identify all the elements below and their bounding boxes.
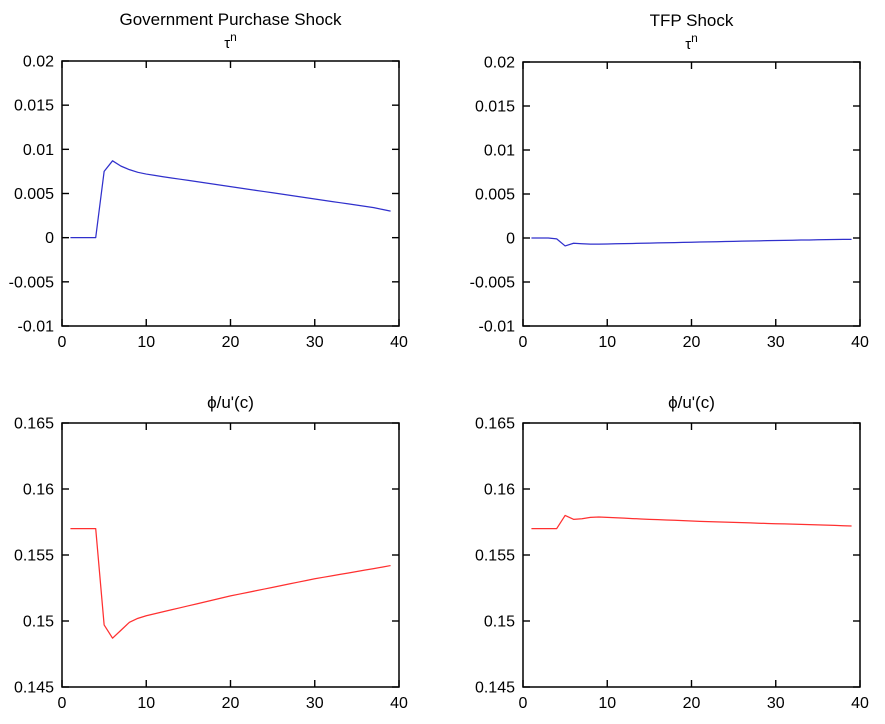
x-tick-label: 10 bbox=[598, 695, 616, 712]
subplot-tfp-shock-phi: 0 10 20 30 40 0.165 0.16 0.155 0.15 0.145 ϕ/u'(c) bbox=[475, 393, 869, 712]
chart-svg: 0 10 20 30 40 0.02 0.015 0.01 0.005 0 -0.005 -0.01 G… bbox=[9, 10, 408, 351]
y-tick-label: 0.16 bbox=[23, 482, 54, 499]
chart-svg: 0 10 20 30 40 0.02 0.015 0.01 0.005 0 -0.005 -0.01 T… bbox=[470, 11, 869, 351]
y-tick-label: 0.015 bbox=[475, 99, 515, 116]
y-tick-label: 0 bbox=[506, 231, 515, 248]
x-tick-label: 10 bbox=[598, 334, 616, 351]
x-tick-label: 40 bbox=[390, 334, 408, 351]
axis-box bbox=[61, 422, 400, 688]
line-series bbox=[531, 514, 852, 530]
y-tick-label: -0.005 bbox=[9, 274, 54, 291]
axis-box bbox=[522, 61, 861, 327]
y-tick-label: 0.155 bbox=[475, 548, 515, 565]
axis-box bbox=[522, 422, 861, 688]
y-tick-label: 0.16 bbox=[484, 482, 515, 499]
y-tick-label: 0.01 bbox=[23, 142, 54, 159]
y-tick-label: 0.02 bbox=[23, 54, 54, 71]
chart-title: ϕ/u'(c) bbox=[207, 393, 254, 412]
x-tick-label: 0 bbox=[58, 334, 67, 351]
chart-title: TFP Shock bbox=[650, 11, 734, 30]
y-tick-label: 0.145 bbox=[14, 680, 54, 697]
chart-svg: 0 10 20 30 40 0.165 0.16 0.155 0.15 0.145 ϕ/u'(c) bbox=[14, 393, 408, 712]
axis-box bbox=[61, 60, 400, 327]
y-tick-label: 0.005 bbox=[475, 187, 515, 204]
y-tick-label: 0.165 bbox=[14, 416, 54, 433]
x-tick-label: 0 bbox=[58, 695, 67, 712]
x-tick-label: 40 bbox=[851, 695, 869, 712]
x-tick-label: 30 bbox=[306, 334, 324, 351]
y-tick-label: -0.005 bbox=[470, 275, 515, 292]
y-tick-label: 0.165 bbox=[475, 416, 515, 433]
y-tick-label: 0.02 bbox=[484, 55, 515, 72]
chart-subtitle: τn bbox=[685, 31, 698, 53]
y-tick-label: 0.005 bbox=[14, 186, 54, 203]
x-tick-label: 20 bbox=[683, 695, 701, 712]
line-series bbox=[70, 527, 391, 639]
y-tick-label: 0.015 bbox=[14, 98, 54, 115]
x-tick-label: 30 bbox=[767, 695, 785, 712]
subplot-government-purchase-shock-tau: 0 10 20 30 40 0.02 0.015 0.01 0.005 0 -0.005 -0.01 G… bbox=[9, 10, 408, 351]
x-tick-label: 20 bbox=[222, 334, 240, 351]
x-tick-label: 30 bbox=[306, 695, 324, 712]
x-tick-label: 40 bbox=[390, 695, 408, 712]
x-tick-label: 0 bbox=[519, 334, 528, 351]
line-series bbox=[531, 237, 852, 247]
line-series bbox=[70, 160, 391, 239]
y-tick-label: 0.15 bbox=[484, 614, 515, 631]
y-tick-label: -0.01 bbox=[18, 319, 55, 336]
chart-svg: 0 10 20 30 40 0.165 0.16 0.155 0.15 0.145 ϕ/u'(c) bbox=[475, 393, 869, 712]
subplot-government-purchase-shock-phi: 0 10 20 30 40 0.165 0.16 0.155 0.15 0.145 ϕ/u'(c) bbox=[14, 393, 408, 712]
chart-title: ϕ/u'(c) bbox=[668, 393, 715, 412]
chart-title: Government Purchase Shock bbox=[119, 10, 342, 29]
y-tick-label: 0.01 bbox=[484, 143, 515, 160]
x-tick-label: 30 bbox=[767, 334, 785, 351]
x-tick-label: 20 bbox=[222, 695, 240, 712]
chart-subtitle: τn bbox=[224, 30, 237, 52]
x-tick-label: 10 bbox=[137, 695, 155, 712]
x-tick-label: 20 bbox=[683, 334, 701, 351]
y-tick-label: 0.15 bbox=[23, 614, 54, 631]
x-tick-label: 40 bbox=[851, 334, 869, 351]
y-tick-label: 0 bbox=[45, 230, 54, 247]
y-tick-label: 0.145 bbox=[475, 680, 515, 697]
y-tick-label: 0.155 bbox=[14, 548, 54, 565]
x-tick-label: 10 bbox=[137, 334, 155, 351]
subplot-tfp-shock-tau: 0 10 20 30 40 0.02 0.015 0.01 0.005 0 -0.005 -0.01 T… bbox=[470, 11, 869, 351]
x-tick-label: 0 bbox=[519, 695, 528, 712]
y-tick-label: -0.01 bbox=[479, 319, 516, 336]
